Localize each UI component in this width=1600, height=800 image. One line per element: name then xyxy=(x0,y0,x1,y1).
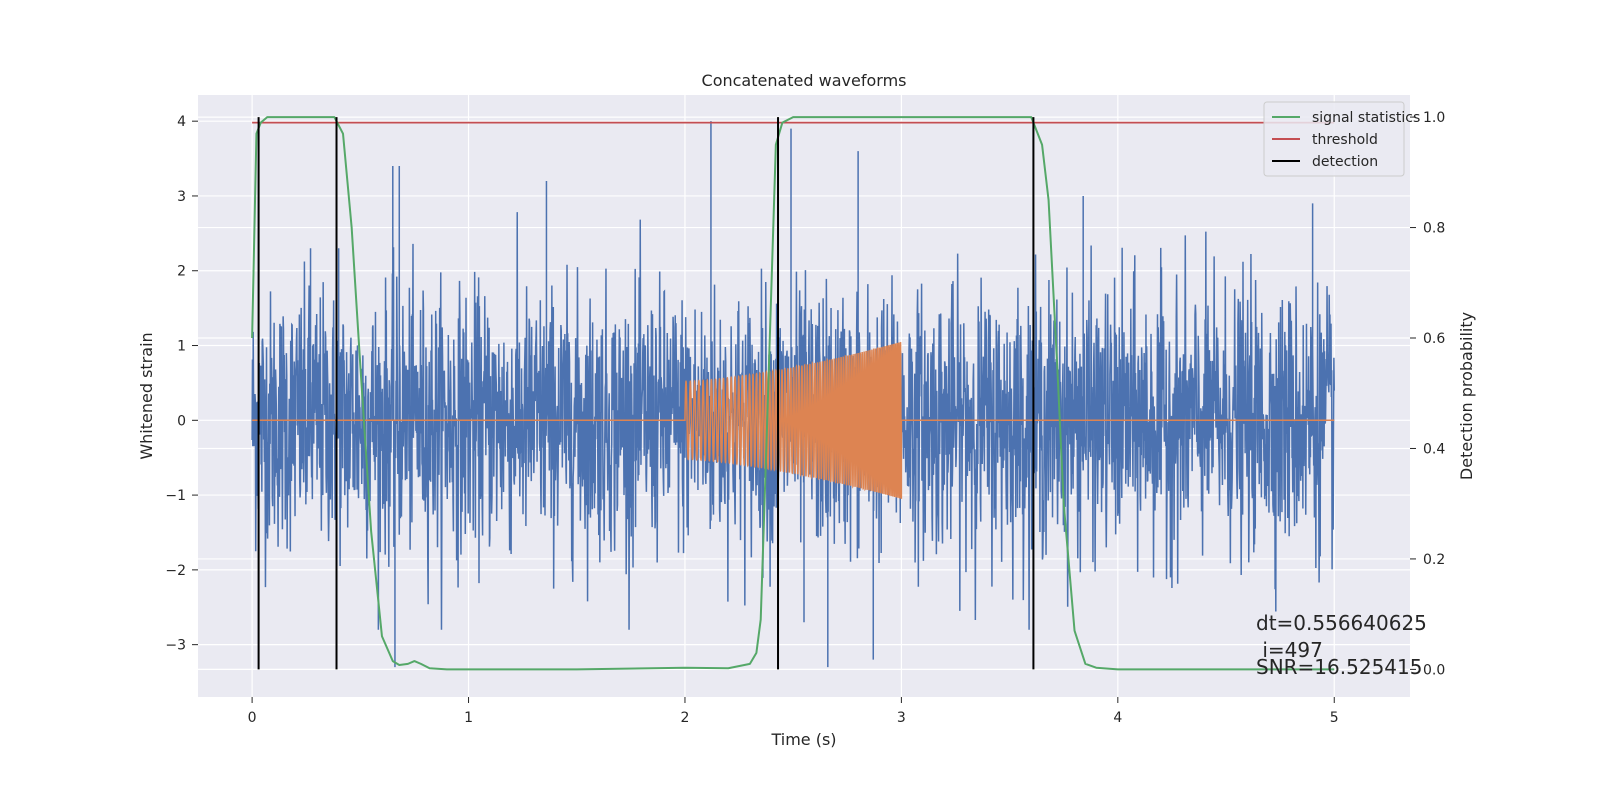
y2-tick-label: 0.6 xyxy=(1423,331,1445,347)
y-tick-label: −3 xyxy=(165,638,186,654)
detection-series xyxy=(257,117,1035,670)
y-tick-label: 2 xyxy=(177,264,186,280)
y-tick-label: 4 xyxy=(177,114,186,130)
axes: 0 1 2 3 4 5 −3 −2 −1 0 1 2 3 4 0.0 0.2 0.4 0.6 0.8 1.0 xyxy=(165,110,1445,726)
legend: signal statistics threshold detection xyxy=(1263,101,1420,177)
y2-tick-label: 1.0 xyxy=(1423,110,1445,126)
chart-title: Concatenated waveforms xyxy=(702,71,907,90)
legend-box xyxy=(1263,101,1405,177)
x-tick-label: 2 xyxy=(681,710,690,726)
y-tick-label: −2 xyxy=(165,563,186,579)
annotations: dt=0.556640625 i=497 SNR=16.525415 xyxy=(1256,611,1427,679)
x-axis-label: Time (s) xyxy=(770,730,836,749)
y2-tick-label: 0.8 xyxy=(1423,221,1445,237)
legend-detection-label: detection xyxy=(1312,154,1378,170)
x-tick-label: 3 xyxy=(897,710,906,726)
injection-line xyxy=(252,341,1335,499)
x-tick-label: 0 xyxy=(248,710,257,726)
y2-tick-label: 0.0 xyxy=(1423,662,1445,678)
x-tick-label: 5 xyxy=(1330,710,1339,726)
x-tick-label: 4 xyxy=(1113,710,1122,726)
legend-threshold-label: threshold xyxy=(1312,132,1378,148)
y-tick-label: 3 xyxy=(177,189,186,205)
annotation-index: i=497 xyxy=(1256,638,1323,662)
plot-content xyxy=(251,116,1335,671)
y2-tick-label: 0.2 xyxy=(1423,552,1445,568)
y-tick-label: −1 xyxy=(165,488,186,504)
y2-axis-label: Detection probability xyxy=(1457,312,1476,480)
y-tick-label: 0 xyxy=(177,413,186,429)
y-axis-label: Whitened strain xyxy=(137,332,156,459)
x-tick-label: 1 xyxy=(464,710,473,726)
injection-series xyxy=(252,341,1335,499)
y2-tick-label: 0.4 xyxy=(1423,441,1445,457)
legend-signal-statistics-label: signal statistics xyxy=(1312,110,1420,126)
annotation-dt: dt=0.556640625 xyxy=(1256,611,1427,635)
annotation-snr: SNR=16.525415 xyxy=(1256,655,1422,679)
y-tick-label: 1 xyxy=(177,339,186,355)
